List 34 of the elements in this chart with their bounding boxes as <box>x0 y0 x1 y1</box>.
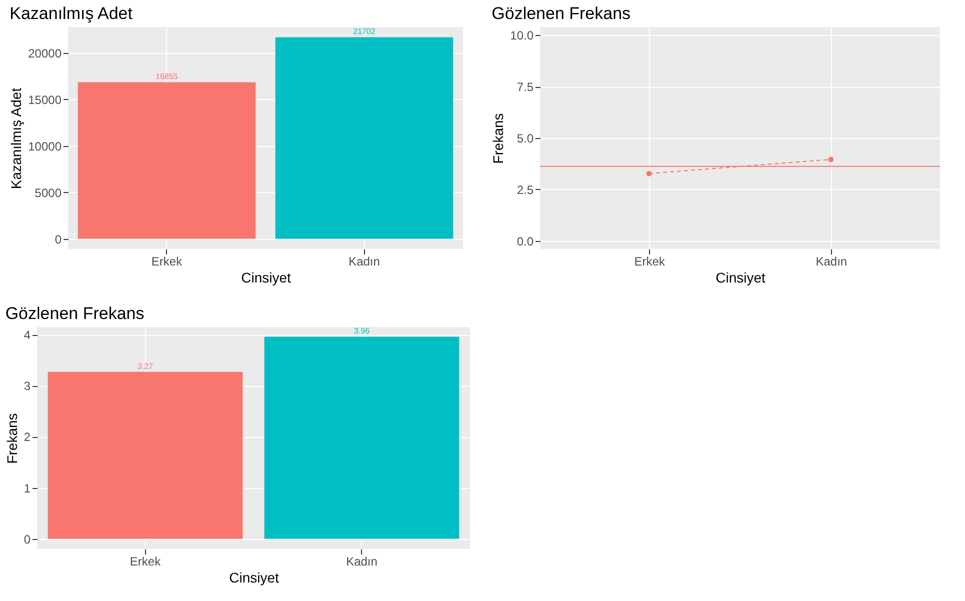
y-tick-label: 2.5 <box>516 182 534 197</box>
y-tick-label: 20000 <box>28 46 62 61</box>
y-tick-label: 10000 <box>28 139 62 154</box>
y-tick-label: 4 <box>24 328 31 342</box>
x-axis-title: Cinsiyet <box>716 270 766 286</box>
x-tick-label: Erkek <box>151 254 184 268</box>
y-axis-title: Frekans <box>4 413 20 464</box>
y-tick-label: 0.0 <box>516 234 534 248</box>
y-axis-title: Frekans <box>490 113 506 164</box>
y-tick-label: 5.0 <box>516 132 534 146</box>
y-axis-title: Kazanılmış Adet <box>8 88 24 190</box>
y-tick-label: 0 <box>24 532 31 546</box>
y-tick-label: 1 <box>24 481 31 496</box>
y-tick-label: 5000 <box>34 186 62 200</box>
data-label: 21702 <box>353 27 376 36</box>
x-tick-label: Kadın <box>346 554 378 568</box>
y-tick-label: 0 <box>54 232 62 246</box>
x-tick-label: Erkek <box>634 254 666 268</box>
data-label: 3.96 <box>354 326 370 336</box>
chart-title: Gözlenen Frekans <box>5 304 144 323</box>
y-tick-label: 3 <box>24 379 31 394</box>
x-axis-title: Cinsiyet <box>229 570 280 586</box>
x-tick-label: Kadın <box>816 254 848 268</box>
y-tick-label: 2 <box>24 430 31 444</box>
y-tick-label: 7.5 <box>516 80 534 94</box>
x-axis-title: Cinsiyet <box>241 270 292 286</box>
x-tick-label: Kadın <box>348 254 380 268</box>
y-tick-label: 15000 <box>28 92 62 107</box>
y-tick-label: 10.0 <box>510 28 534 43</box>
chart-title: Kazanılmış Adet <box>10 4 133 23</box>
chart-title: Gözlenen Frekans <box>492 4 631 23</box>
data-label: 16855 <box>156 72 178 82</box>
x-tick-label: Erkek <box>130 554 162 568</box>
data-label: 3.27 <box>137 362 154 371</box>
